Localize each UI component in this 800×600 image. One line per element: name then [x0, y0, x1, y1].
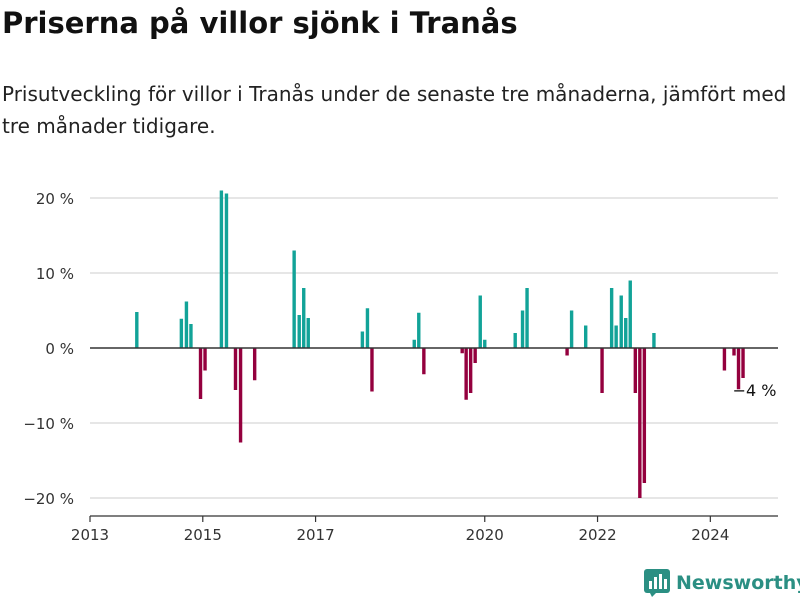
y-tick-label: 0 %	[45, 340, 74, 358]
bar	[417, 312, 421, 348]
bar	[633, 348, 638, 393]
y-tick-label: 10 %	[36, 265, 74, 283]
bar	[638, 348, 642, 498]
bar	[189, 324, 193, 348]
y-tick-label: −20 %	[23, 490, 74, 508]
bar	[224, 193, 229, 348]
bar	[609, 288, 614, 348]
bar	[422, 348, 426, 375]
bar	[297, 315, 301, 348]
bar-chart-icon	[644, 569, 670, 597]
bar	[628, 280, 632, 348]
bar	[412, 339, 416, 348]
bar	[203, 348, 207, 371]
page-title: Priserna på villor sjönk i Tranås	[2, 6, 518, 40]
bar	[252, 348, 257, 381]
bar	[619, 295, 623, 348]
bar	[513, 333, 517, 348]
bar	[520, 310, 525, 348]
bar	[184, 301, 189, 348]
bar	[483, 339, 487, 348]
brand-logo: Newsworthy	[644, 568, 800, 598]
bar	[370, 348, 374, 392]
bar	[302, 288, 306, 348]
bar	[360, 331, 365, 348]
bar	[135, 312, 139, 348]
bar	[614, 325, 618, 348]
bar-chart: 20 % 10 % 0 % −10 % −20 % 2013 2015 2017 2020 202…	[23, 190, 778, 544]
bar	[732, 348, 736, 356]
bar	[741, 348, 745, 378]
bar	[468, 348, 473, 393]
bar	[306, 318, 310, 348]
x-tick-label: 2017	[296, 526, 334, 544]
bar	[198, 348, 203, 399]
y-tick-label: 20 %	[36, 190, 74, 208]
bar	[736, 348, 741, 390]
x-tick-label: 2022	[578, 526, 616, 544]
annotation-label: −4 %	[733, 381, 777, 400]
bar	[600, 348, 604, 393]
bar	[365, 308, 370, 348]
bar	[464, 348, 468, 400]
bar	[565, 348, 569, 356]
bar	[292, 250, 296, 348]
bar	[179, 318, 184, 348]
bar	[642, 348, 647, 483]
bar	[583, 325, 588, 348]
bar	[652, 333, 656, 348]
bar	[219, 190, 224, 348]
x-tick-label: 2020	[466, 526, 504, 544]
bar	[624, 318, 628, 348]
page-subtitle: Prisutveckling för villor i Tranås under…	[2, 82, 787, 138]
bar	[722, 348, 727, 371]
x-tick-label: 2013	[71, 526, 109, 544]
x-tick-label: 2024	[691, 526, 729, 544]
y-tick-label: −10 %	[23, 415, 74, 433]
bar	[478, 295, 482, 348]
bar	[460, 348, 464, 354]
bar	[238, 348, 243, 443]
bar	[473, 348, 477, 363]
bar	[525, 288, 529, 348]
bar	[233, 348, 238, 390]
bar	[569, 310, 574, 348]
x-tick-label: 2015	[184, 526, 222, 544]
brand-name: Newsworthy	[676, 572, 800, 594]
